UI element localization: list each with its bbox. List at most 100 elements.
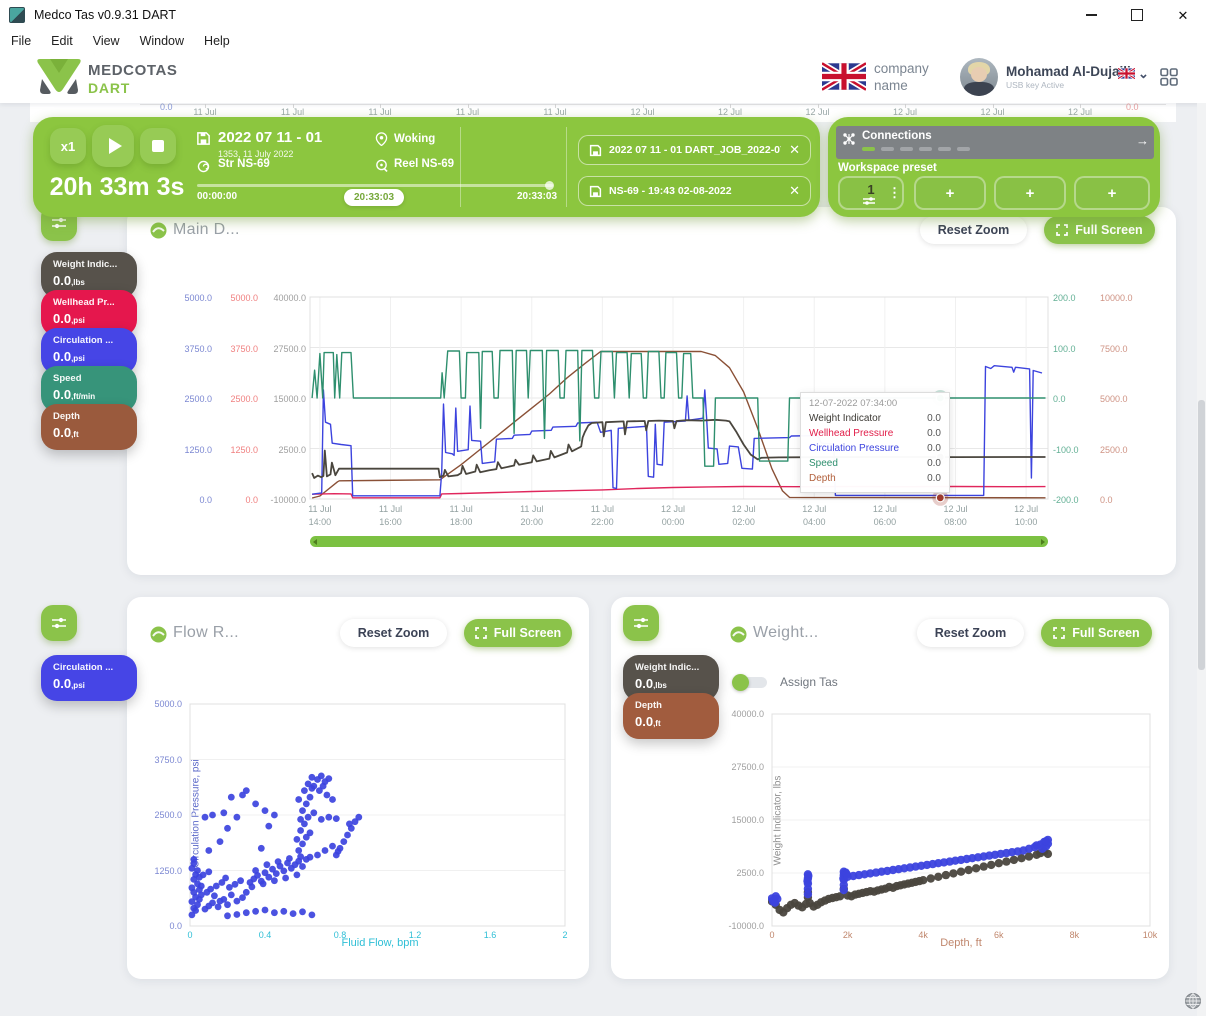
connection-indicator (881, 147, 894, 151)
language-flag-icon[interactable] (1118, 68, 1135, 79)
range-right-arrow-icon[interactable] (1041, 538, 1045, 545)
axis-tick-label: 4k (918, 930, 928, 940)
axis-tick-label: 8k (1069, 930, 1080, 940)
arrow-right-icon[interactable]: → (1136, 133, 1149, 148)
progress-handle[interactable] (545, 181, 554, 190)
x-axis-tick-label: 11 Jul 20:00 (520, 504, 544, 527)
scrollbar[interactable] (1197, 103, 1206, 1016)
file-chip[interactable]: NS-69 - 19:43 02-08-2022 ✕ (578, 176, 811, 206)
widget-drag-icon[interactable] (150, 222, 167, 239)
flow-chart-settings-button[interactable] (41, 605, 77, 641)
tick-mark (205, 104, 206, 108)
hidden-axis-tick-label: 11 Jul (368, 107, 392, 117)
play-button[interactable] (92, 125, 134, 167)
axis-tick-label: 2500.0 (736, 868, 764, 878)
assign-tas-label: Assign Tas (780, 675, 838, 689)
globe-icon[interactable] (1184, 992, 1202, 1010)
workspace-preset-add-3[interactable]: + (1074, 176, 1150, 210)
close-icon: ✕ (1177, 7, 1189, 23)
x-axis-tick-label: 12 Jul 04:00 (802, 504, 827, 527)
connection-indicator (957, 147, 970, 151)
axis-tick-label: 10000.0 (1100, 293, 1133, 303)
hidden-axis-tick-label: 11 Jul (280, 107, 305, 117)
user-name[interactable]: Mohamad Al-Dujaili (1006, 64, 1131, 79)
full-screen-icon (474, 627, 487, 639)
menu-item-edit[interactable]: Edit (51, 34, 73, 48)
weight-reset-zoom-button[interactable]: Reset Zoom (917, 619, 1024, 647)
flow-reset-zoom-button[interactable]: Reset Zoom (340, 619, 447, 647)
workspace-panel: Connections → Workspace preset 1 ⋮ + + + (828, 117, 1160, 217)
x-axis-tick-label: 12 Jul 08:00 (943, 504, 968, 527)
flow-chart-card (127, 597, 589, 979)
apps-grid-icon[interactable] (1160, 68, 1178, 86)
save-icon (589, 144, 602, 156)
workspace-preset-1[interactable]: 1 ⋮ (838, 176, 904, 210)
workspace-preset-add-2[interactable]: + (994, 176, 1066, 210)
axis-tick-label: 5000.0 (154, 699, 182, 709)
connections-bar[interactable]: Connections → (836, 126, 1154, 159)
hidden-axis-line (140, 104, 1166, 105)
scrollbar-thumb[interactable] (1198, 400, 1205, 670)
axis-tick-label: 2 (562, 930, 568, 940)
time-range-slider[interactable] (310, 536, 1048, 547)
menu-item-view[interactable]: View (92, 34, 120, 48)
minimize-button[interactable] (1068, 0, 1114, 30)
axis-tick-label: 2500.0 (230, 394, 258, 404)
legend-chip-depth[interactable]: Depth 0.0,ft (623, 693, 719, 739)
playback-progress-bar[interactable] (197, 184, 553, 187)
job-location: Woking (394, 133, 436, 145)
axis-tick-label: 0.0 (169, 921, 182, 931)
flow-chart-canvas[interactable] (186, 700, 570, 932)
menubar: File Edit View Window Help (0, 30, 1206, 52)
kebab-menu-icon[interactable]: ⋮ (888, 185, 901, 200)
chevron-down-icon[interactable]: ⌄ (1138, 66, 1149, 81)
axis-tick-label: 15000.0 (731, 815, 764, 825)
axis-tick-label: 0.8 (333, 930, 347, 940)
legend-chip-depth[interactable]: Depth 0.0,ft (41, 404, 137, 450)
close-button[interactable]: ✕ (1160, 0, 1206, 30)
menu-item-window[interactable]: Window (139, 34, 185, 48)
app-header: MEDCOTAS DART company name Mohamad Al-Du… (0, 52, 1206, 103)
uk-flag (822, 62, 866, 91)
x-axis-tick-label: 12 Jul 10:00 (1014, 504, 1039, 527)
avatar[interactable] (960, 58, 998, 96)
stop-button[interactable] (140, 128, 176, 164)
file-chip[interactable]: 2022 07 11 - 01 DART_JOB_2022-07-11 01-5… (578, 135, 811, 165)
workspace-preset-add-1[interactable]: + (914, 176, 986, 210)
widget-drag-icon[interactable] (150, 626, 167, 643)
connections-icon (843, 133, 855, 145)
hidden-axis-tick-label: 12 Jul (805, 107, 830, 117)
hidden-axis-tick-label: 12 Jul (630, 107, 655, 117)
range-left-arrow-icon[interactable] (313, 538, 317, 545)
time-current-pill[interactable]: 20:33:03 (344, 189, 404, 206)
speed-button[interactable]: x1 (50, 128, 86, 164)
main-full-screen-button[interactable]: Full Screen (1044, 216, 1155, 244)
axis-tick-label: 5000.0 (184, 293, 212, 303)
axis-tick-label: 40000.0 (731, 709, 764, 719)
axis-tick-label: 3750.0 (184, 343, 212, 354)
tooltip-timestamp: 12-07-2022 07:34:00 (809, 398, 898, 409)
weight-chart-canvas[interactable] (768, 710, 1156, 932)
weight-full-screen-button[interactable]: Full Screen (1041, 619, 1152, 647)
weight-chart-settings-button[interactable] (623, 605, 659, 641)
menu-item-file[interactable]: File (11, 34, 32, 48)
hidden-axis-tick-label: 12 Jul (717, 107, 743, 117)
flow-xlabel: Fluid Flow, bpm (341, 937, 419, 949)
play-icon (108, 138, 122, 154)
close-icon[interactable]: ✕ (789, 183, 800, 198)
tick-mark (642, 104, 644, 108)
window-title: Medco Tas v0.9.31 DART (34, 8, 176, 22)
sliders-icon (634, 617, 648, 629)
axis-tick-label: 3750.0 (154, 754, 182, 765)
legend-chip-circulation-pressure[interactable]: Circulation ... 0.0,psi (41, 655, 137, 701)
maximize-button[interactable] (1114, 0, 1160, 30)
location-icon (375, 132, 388, 146)
widget-drag-icon[interactable] (730, 626, 747, 643)
menu-item-help[interactable]: Help (204, 34, 230, 48)
axis-tick-label: 27500.0 (273, 343, 306, 354)
flow-full-screen-button[interactable]: Full Screen (464, 619, 572, 647)
close-icon[interactable]: ✕ (789, 142, 800, 157)
axis-tick-label: -10000.0 (270, 495, 306, 505)
axis-tick-label: -10000.0 (728, 921, 764, 931)
main-reset-zoom-button[interactable]: Reset Zoom (920, 216, 1027, 244)
